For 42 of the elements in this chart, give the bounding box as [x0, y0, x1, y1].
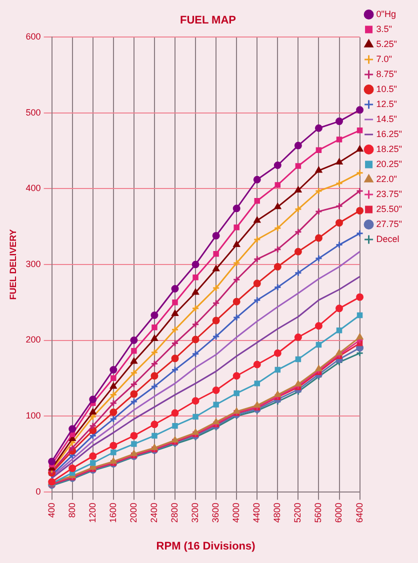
x-tick-label: 4800 — [272, 502, 282, 523]
x-tick-label: 2400 — [148, 502, 159, 523]
x-tick-label: 800 — [66, 502, 77, 518]
legend-label: 22.0" — [376, 174, 397, 184]
x-tick-label: 6000 — [334, 502, 344, 523]
y-tick-label: 300 — [26, 258, 41, 269]
y-tick-label: 500 — [26, 107, 41, 118]
legend-label: 12.5" — [376, 98, 397, 109]
x-tick-label: 3200 — [190, 502, 200, 523]
legend-label: 23.75" — [376, 188, 402, 199]
legend-label: 8.75" — [376, 68, 397, 79]
legend-label: 3.5" — [376, 24, 392, 34]
x-tick-label: 4000 — [231, 502, 242, 523]
y-tick-label: 200 — [26, 334, 41, 345]
x-tick-label: 5200 — [292, 502, 303, 523]
legend-label: 18.25" — [376, 144, 402, 154]
legend-label: 5.25" — [376, 38, 397, 49]
legend-label: 10.5" — [376, 84, 397, 94]
y-tick-label: 0 — [36, 486, 41, 496]
x-tick-label: 4400 — [252, 502, 262, 523]
legend-label: 0"Hg — [376, 8, 396, 19]
chart-title: FUEL MAP — [180, 14, 236, 27]
legend-label: 20.25" — [376, 158, 402, 169]
legend-label: Decel — [376, 234, 400, 244]
x-tick-label: 2000 — [128, 502, 138, 523]
legend-label: 27.75" — [376, 218, 402, 229]
legend-label: 25.50" — [376, 204, 402, 214]
x-tick-label: 1200 — [87, 502, 98, 523]
x-tick-label: 400 — [46, 502, 56, 518]
x-tick-label: 3600 — [210, 502, 221, 523]
x-axis-title: RPM (16 Divisions) — [156, 540, 256, 552]
legend-label: 14.5" — [376, 114, 397, 124]
x-tick-label: 5600 — [313, 502, 324, 523]
x-tick-label: 6400 — [354, 502, 364, 523]
legend-label: 7.0" — [376, 54, 392, 64]
y-axis-title: FUEL DELIVERY — [8, 229, 18, 300]
x-tick-label: 1600 — [108, 502, 118, 523]
y-tick-label: 100 — [26, 410, 41, 420]
y-tick-label: 400 — [26, 183, 41, 194]
y-tick-label: 600 — [26, 32, 41, 42]
legend-label: 16.25" — [376, 128, 402, 139]
x-tick-label: 2800 — [169, 502, 180, 523]
